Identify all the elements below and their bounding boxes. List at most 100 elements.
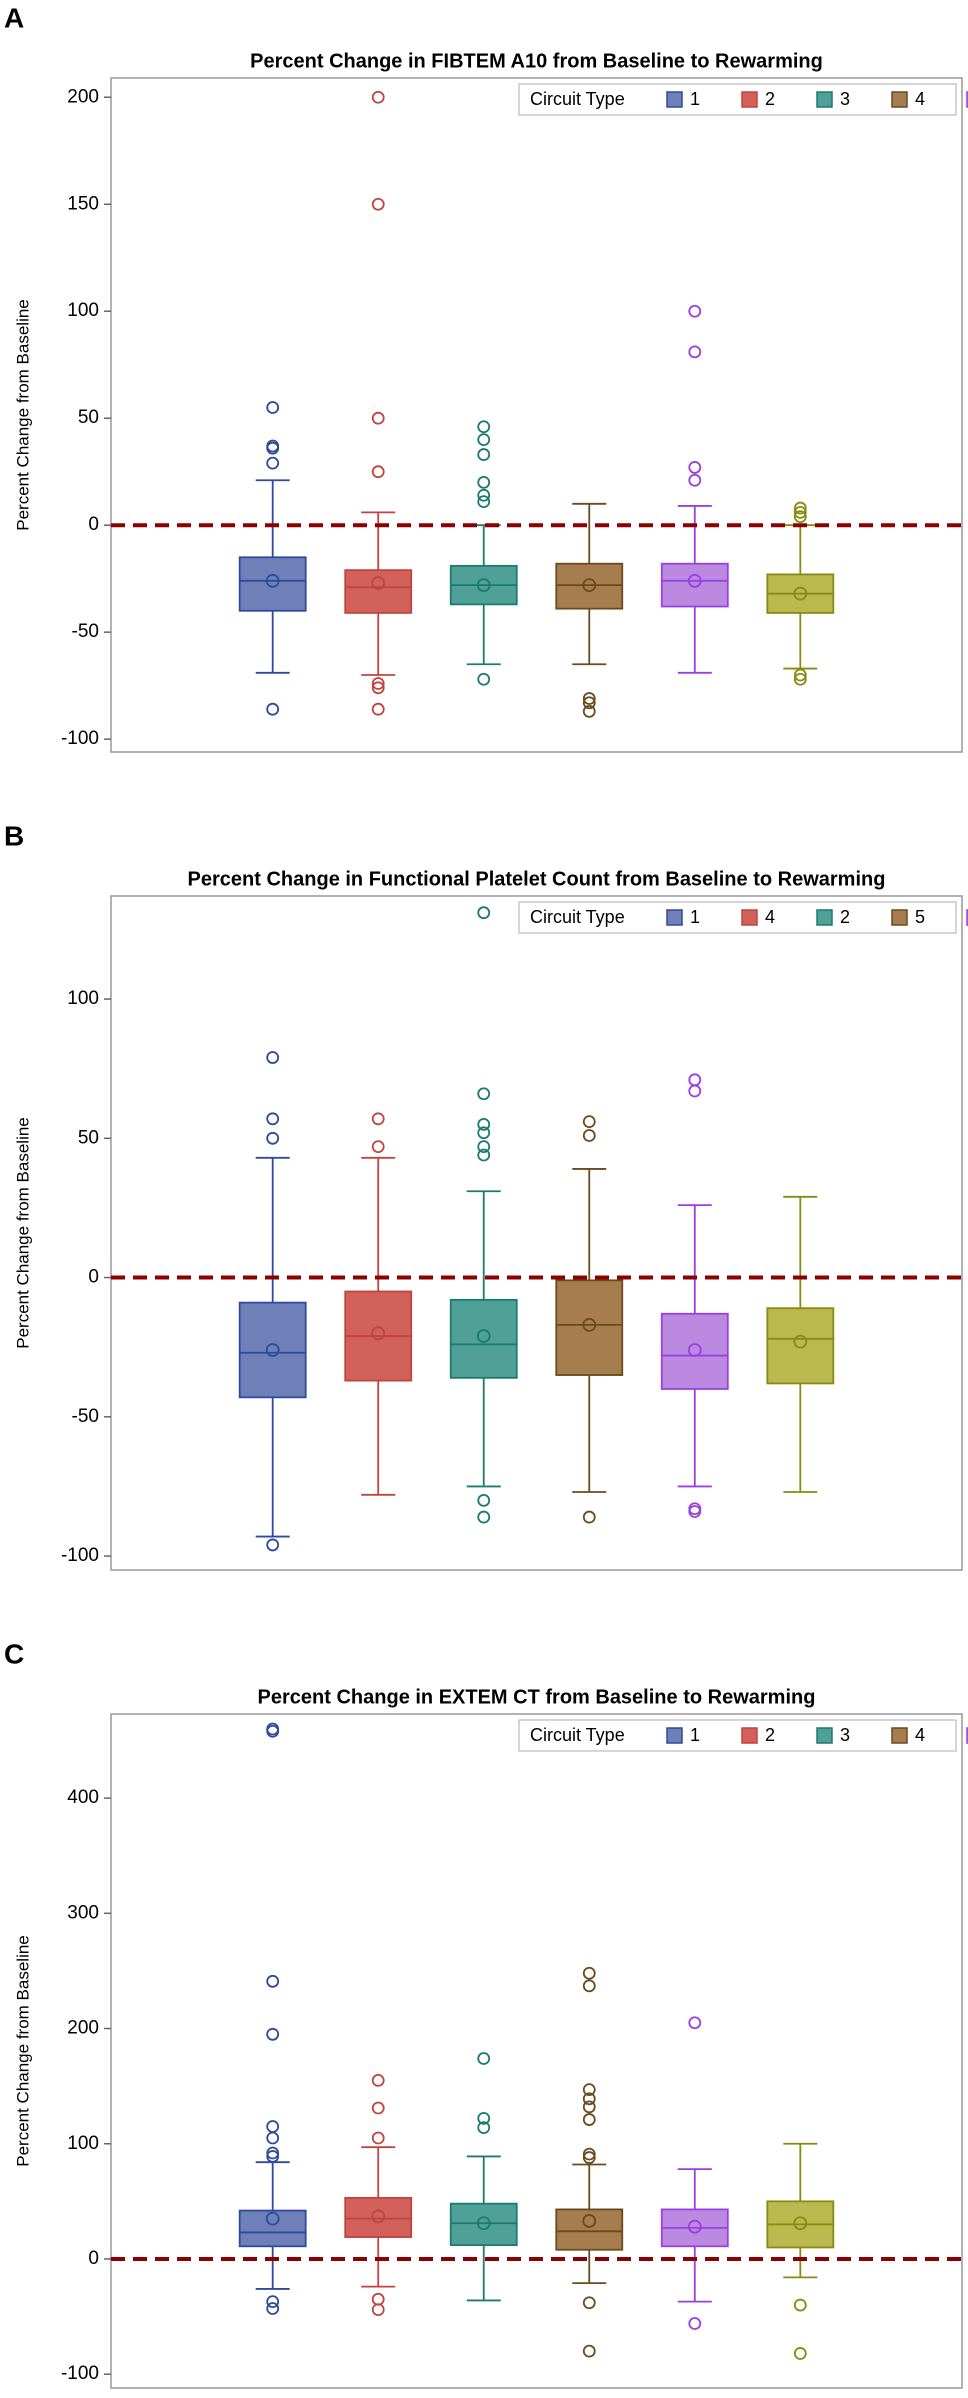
legend-swatch [891,1727,908,1744]
legend-title: Circuit Type [530,89,625,109]
outlier [371,2131,385,2145]
outlier [477,1087,491,1101]
mean-marker [687,1343,702,1357]
legend-label: 2 [765,1725,775,1745]
outlier [582,2083,596,2096]
outlier [371,677,385,690]
outlier [266,1112,280,1126]
chart-panel: A Percent Change in FIBTEM A10 from Basel… [4,2,968,753]
mean-marker [265,573,280,588]
box [660,1312,729,1390]
plot-frame [110,1713,963,2389]
y-tick-label: 200 [67,2018,99,2039]
panel-label: C [4,1638,24,1669]
outlier [582,2151,596,2164]
outlier [477,2121,491,2135]
legend-label: 5 [915,907,925,927]
outlier [477,448,491,461]
legend-label: 3 [840,1725,850,1745]
legend-label: 4 [915,1725,925,1745]
panel-label: A [4,2,24,33]
outlier [371,411,385,425]
outlier [266,2146,280,2160]
outlier [477,420,491,434]
mean-marker [793,586,808,601]
box [344,2196,413,2238]
mean-marker [582,2214,597,2228]
y-tick-label: 0 [88,514,99,535]
outlier [688,304,702,318]
y-tick-label: 150 [67,193,99,214]
legend-swatch [666,91,683,108]
legend-frame [518,83,957,116]
outlier [582,2100,596,2114]
y-tick-label: 50 [78,407,99,428]
legend-label: 4 [765,907,775,927]
outlier [371,702,385,716]
legend-swatch [816,91,833,108]
outlier [266,2120,280,2133]
outlier [688,2317,702,2330]
outlier [477,2052,491,2065]
outlier [266,441,280,455]
outlier [266,702,280,716]
outlier [688,1505,702,1518]
outlier [582,704,596,718]
outlier [688,2016,702,2030]
legend-label: 1 [690,1725,700,1745]
outlier [477,1126,491,1140]
outlier [688,473,702,487]
y-tick-label: 50 [78,1127,99,1148]
mean-marker [582,578,597,593]
outlier [582,2296,596,2310]
outlier [477,495,491,509]
outlier [688,1073,702,1087]
outlier [793,2298,807,2312]
chart-title: Percent Change in FIBTEM A10 from Baseli… [250,50,823,72]
y-tick-label: 100 [67,300,99,321]
outlier [582,2344,596,2358]
legend-label: 1 [690,907,700,927]
y-tick-label: -100 [61,2363,99,2384]
panel-label: B [4,820,24,851]
box [766,1307,835,1385]
mean-marker [371,576,386,590]
mean-marker [793,2216,808,2231]
outlier [266,1538,280,1552]
legend-swatch [891,91,908,108]
outlier [477,475,491,489]
chart-title: Percent Change in Functional Platelet Co… [188,868,886,890]
y-tick-label: 100 [67,2133,99,2154]
outlier [477,1493,491,1507]
legend-swatch [816,1727,833,1744]
outlier [582,1115,596,1128]
box [238,1301,307,1399]
mean-marker [371,2209,386,2224]
legend-title: Circuit Type [530,907,625,927]
outlier [582,2113,596,2126]
legend-label: 2 [765,89,775,109]
y-tick-label: -50 [72,1406,99,1427]
outlier [371,681,385,695]
outlier [371,1112,385,1126]
mean-marker [687,573,702,588]
legend-label: 3 [840,89,850,109]
outlier [793,510,807,524]
outlier [371,2303,385,2317]
outlier [793,2347,807,2360]
y-tick-label: 200 [67,86,99,107]
outlier [582,1966,596,1980]
outlier [266,401,280,414]
outlier [266,2295,280,2308]
legend-swatch [741,91,758,108]
outlier [477,672,491,686]
legend-swatch [666,909,683,926]
box [555,1279,624,1376]
mean-marker [687,2219,702,2234]
mean-marker [265,2211,280,2226]
legend-frame [518,1719,957,1752]
outlier [582,2092,596,2106]
y-tick-label: -100 [61,1545,99,1566]
y-tick-label: 100 [67,988,99,1009]
outlier [477,906,491,920]
